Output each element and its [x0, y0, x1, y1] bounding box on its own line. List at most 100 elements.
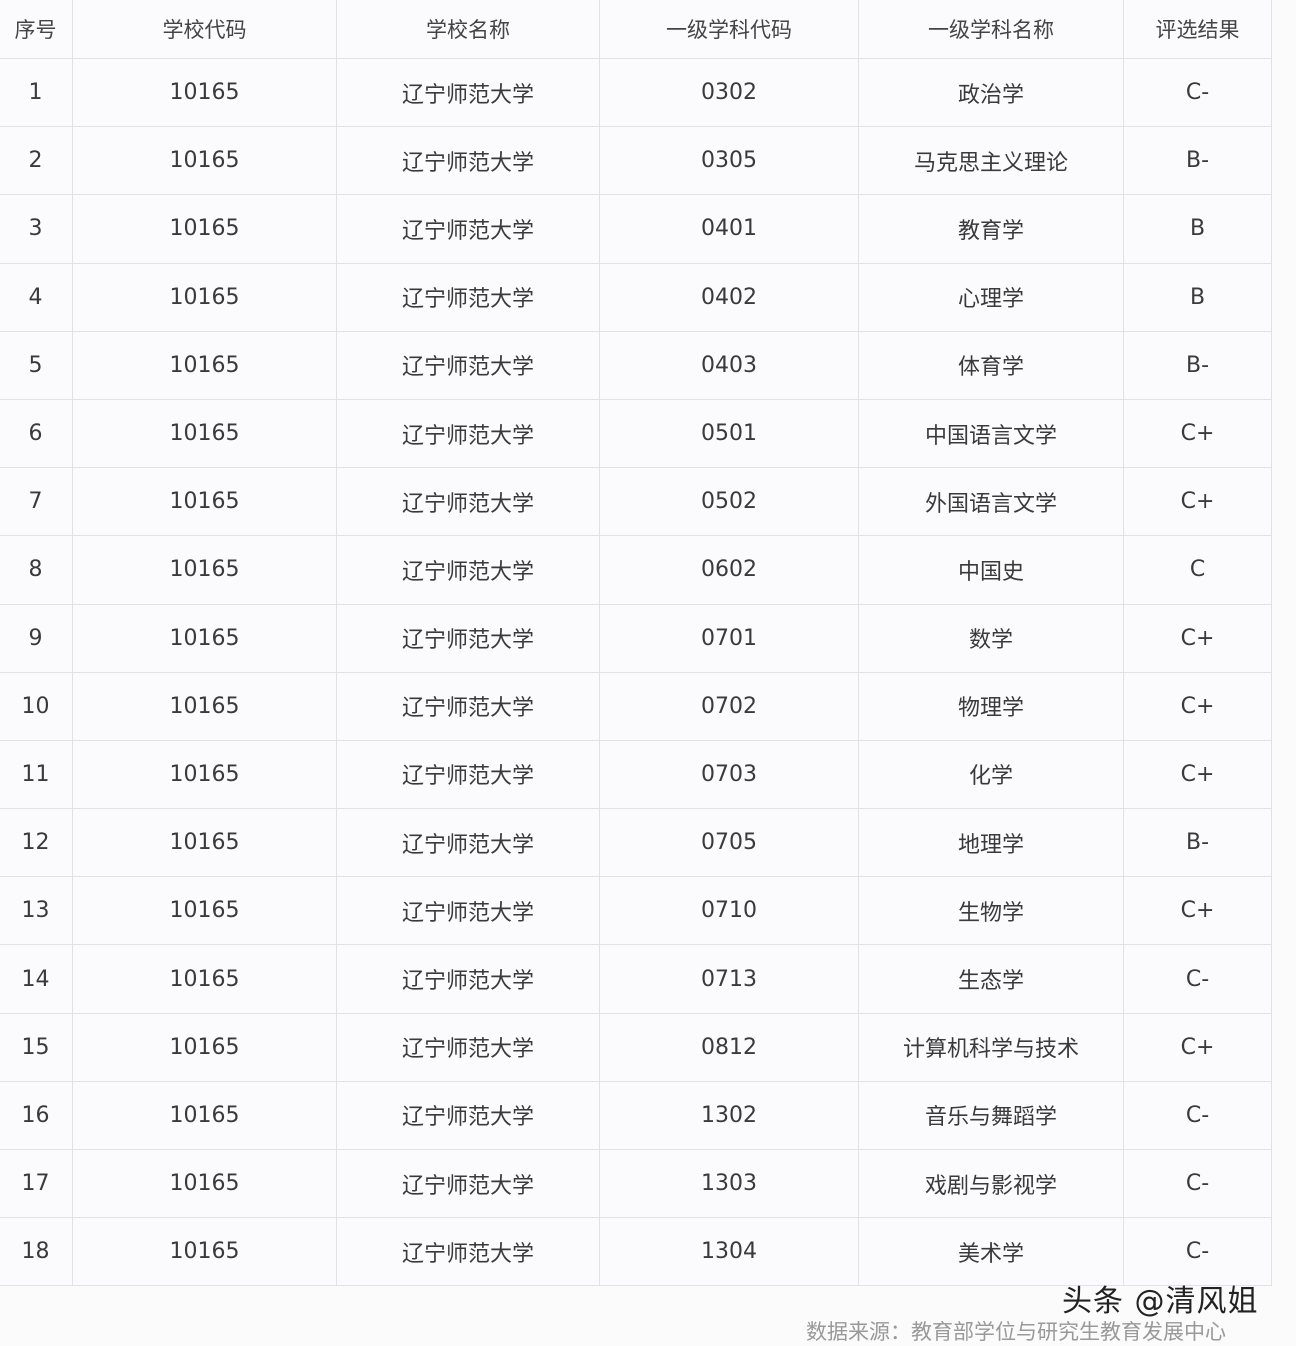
- table-cell: 2: [0, 126, 73, 196]
- table-cell: 10165: [72, 671, 337, 741]
- column-header: 评选结果: [1123, 0, 1272, 59]
- table-cell: 15: [0, 1012, 73, 1082]
- table-cell: 辽宁师范大学: [336, 1148, 600, 1219]
- table-cell: 0403: [599, 330, 859, 400]
- table-cell: 马克思主义理论: [858, 126, 1124, 196]
- table-cell: 14: [0, 944, 73, 1014]
- table-cell: 地理学: [858, 808, 1124, 878]
- table-row: 8 10165 辽宁师范大学 0602 中国史 C: [0, 535, 1272, 605]
- table-cell: 0710: [599, 876, 859, 946]
- table-cell: 计算机科学与技术: [858, 1012, 1124, 1082]
- table-cell: C-: [1123, 57, 1272, 128]
- table-cell: 0702: [599, 671, 859, 741]
- table-cell: 体育学: [858, 330, 1124, 400]
- table-cell: 10165: [72, 808, 337, 878]
- table-cell: C+: [1123, 603, 1272, 673]
- table-cell: 辽宁师范大学: [336, 126, 600, 196]
- table-cell: 16: [0, 1080, 73, 1151]
- table-cell: 辽宁师范大学: [336, 398, 600, 469]
- table-cell: 9: [0, 603, 73, 673]
- table-cell: 0703: [599, 739, 859, 810]
- column-header: 学校代码: [72, 0, 337, 59]
- table-row: 1 10165 辽宁师范大学 0302 政治学 C-: [0, 57, 1272, 128]
- table-cell: 10165: [72, 535, 337, 605]
- table-cell: 教育学: [858, 194, 1124, 264]
- table-cell: 1302: [599, 1080, 859, 1151]
- table-cell: B-: [1123, 330, 1272, 400]
- table-cell: 辽宁师范大学: [336, 1012, 600, 1082]
- table-cell: B: [1123, 262, 1272, 332]
- table-cell: 辽宁师范大学: [336, 603, 600, 673]
- table-cell: C-: [1123, 944, 1272, 1014]
- table-cell: 化学: [858, 739, 1124, 810]
- table-cell: 辽宁师范大学: [336, 194, 600, 264]
- table-cell: C+: [1123, 671, 1272, 741]
- table-row: 10 10165 辽宁师范大学 0702 物理学 C+: [0, 671, 1272, 741]
- table-cell: B: [1123, 194, 1272, 264]
- table-cell: B-: [1123, 126, 1272, 196]
- table-cell: 辽宁师范大学: [336, 1080, 600, 1151]
- table-cell: C+: [1123, 467, 1272, 537]
- table-row: 4 10165 辽宁师范大学 0402 心理学 B: [0, 262, 1272, 332]
- table-row: 6 10165 辽宁师范大学 0501 中国语言文学 C+: [0, 398, 1272, 469]
- table-cell: 8: [0, 535, 73, 605]
- table-cell: C-: [1123, 1217, 1272, 1287]
- table-row: 14 10165 辽宁师范大学 0713 生态学 C-: [0, 944, 1272, 1014]
- table-cell: 10165: [72, 1217, 337, 1287]
- table-cell: C+: [1123, 739, 1272, 810]
- table-cell: 5: [0, 330, 73, 400]
- table-cell: 10165: [72, 1148, 337, 1219]
- table-row: 13 10165 辽宁师范大学 0710 生物学 C+: [0, 876, 1272, 946]
- table-cell: 辽宁师范大学: [336, 944, 600, 1014]
- table-cell: B-: [1123, 808, 1272, 878]
- table-cell: 辽宁师范大学: [336, 330, 600, 400]
- table-row: 5 10165 辽宁师范大学 0403 体育学 B-: [0, 330, 1272, 400]
- table-cell: C+: [1123, 398, 1272, 469]
- column-header: 序号: [0, 0, 73, 59]
- watermark: 头条 @清风姐: [1062, 1284, 1259, 1319]
- table-cell: 0713: [599, 944, 859, 1014]
- table-cell: 辽宁师范大学: [336, 467, 600, 537]
- evaluation-table: 序号 学校代码 学校名称 一级学科代码 一级学科名称 评选结果 1 10165 辽宁师范大学 0…: [0, 0, 1272, 1287]
- table-cell: 0602: [599, 535, 859, 605]
- header-row: 序号 学校代码 学校名称 一级学科代码 一级学科名称 评选结果: [0, 0, 1272, 59]
- table-cell: 4: [0, 262, 73, 332]
- table-row: 11 10165 辽宁师范大学 0703 化学 C+: [0, 739, 1272, 810]
- table-cell: 生态学: [858, 944, 1124, 1014]
- table-row: 15 10165 辽宁师范大学 0812 计算机科学与技术 C+: [0, 1012, 1272, 1082]
- table-cell: 0305: [599, 126, 859, 196]
- table-cell: C-: [1123, 1148, 1272, 1219]
- table-cell: 3: [0, 194, 73, 264]
- table-cell: 0402: [599, 262, 859, 332]
- table-cell: C+: [1123, 876, 1272, 946]
- table-cell: 辽宁师范大学: [336, 535, 600, 605]
- table-cell: 6: [0, 398, 73, 469]
- table-cell: 政治学: [858, 57, 1124, 128]
- table-row: 16 10165 辽宁师范大学 1302 音乐与舞蹈学 C-: [0, 1080, 1272, 1151]
- table-cell: 10165: [72, 1012, 337, 1082]
- table-row: 3 10165 辽宁师范大学 0401 教育学 B: [0, 194, 1272, 264]
- table-cell: 音乐与舞蹈学: [858, 1080, 1124, 1151]
- column-header: 一级学科代码: [599, 0, 859, 59]
- table-cell: 0705: [599, 808, 859, 878]
- table-cell: 0302: [599, 57, 859, 128]
- table-cell: 10165: [72, 944, 337, 1014]
- table-cell: 生物学: [858, 876, 1124, 946]
- table-cell: 10165: [72, 1080, 337, 1151]
- table-row: 17 10165 辽宁师范大学 1303 戏剧与影视学 C-: [0, 1148, 1272, 1219]
- table-cell: 7: [0, 467, 73, 537]
- table-cell: 10165: [72, 467, 337, 537]
- table-cell: 美术学: [858, 1217, 1124, 1287]
- table-cell: 10165: [72, 262, 337, 332]
- table-cell: 12: [0, 808, 73, 878]
- table-cell: 10165: [72, 330, 337, 400]
- table-cell: C: [1123, 535, 1272, 605]
- table-row: 12 10165 辽宁师范大学 0705 地理学 B-: [0, 808, 1272, 878]
- table-cell: 10: [0, 671, 73, 741]
- table-cell: 戏剧与影视学: [858, 1148, 1124, 1219]
- table-cell: 心理学: [858, 262, 1124, 332]
- column-header: 一级学科名称: [858, 0, 1124, 59]
- table-cell: 0812: [599, 1012, 859, 1082]
- table-cell: 1: [0, 57, 73, 128]
- table-cell: 18: [0, 1217, 73, 1287]
